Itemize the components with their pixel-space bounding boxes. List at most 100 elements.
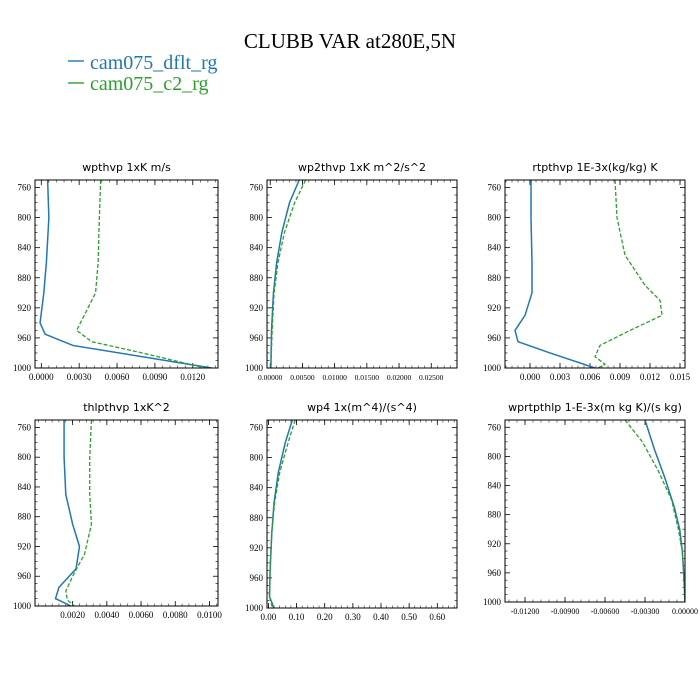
x-tick-label: 0.00500 bbox=[290, 373, 315, 382]
y-tick-label: 760 bbox=[18, 422, 32, 432]
x-tick-label: 0.006 bbox=[580, 372, 601, 382]
panel-6: wprtpthlp 1-E-3x(m kg K)/(s kg) 760 800 840… bbox=[483, 401, 698, 616]
y-tick-label: 1000 bbox=[483, 597, 502, 607]
x-tick-label: 0.00000 bbox=[672, 607, 698, 616]
x-tick-label: 0.0020 bbox=[60, 610, 85, 620]
x-tick-label: 0.0060 bbox=[105, 372, 130, 382]
series-line-c2 bbox=[624, 420, 685, 602]
series-line-dflt bbox=[54, 420, 81, 606]
x-tick-label: 0.50 bbox=[401, 612, 417, 622]
x-tick-label: 0.0000 bbox=[29, 372, 54, 382]
y-tick-label: 880 bbox=[488, 510, 502, 520]
figure-title: CLUBB VAR at280E,5N bbox=[244, 29, 456, 53]
x-tick-label: 0.20 bbox=[317, 612, 333, 622]
panel-5: wp4 1x(m^4)/(s^4)76080084088092096010000… bbox=[245, 401, 458, 622]
y-tick-label: 800 bbox=[488, 451, 502, 461]
plot-frame bbox=[34, 419, 219, 607]
y-tick-label: 1000 bbox=[245, 603, 264, 613]
x-tick-label: 0.00 bbox=[261, 612, 277, 622]
y-tick-label: 800 bbox=[250, 453, 264, 463]
y-tick-label: 880 bbox=[250, 513, 264, 523]
y-tick-label: 920 bbox=[250, 303, 264, 313]
x-tick-label: 0.0120 bbox=[180, 372, 205, 382]
y-tick-label: 1000 bbox=[483, 363, 502, 373]
legend-label-1: cam075_dflt_rg bbox=[90, 52, 217, 74]
panels: wpthvp 1xK m/s76080084088092096010000.00… bbox=[13, 161, 698, 622]
panel-2: wp2thvp 1xK m^2/s^2 760 800 840 880 920 960 100… bbox=[245, 161, 458, 382]
series-line-dflt bbox=[270, 180, 300, 368]
panel-1: wpthvp 1xK m/s76080084088092096010000.00… bbox=[13, 161, 219, 382]
legend-label-2: cam075_c2_rg bbox=[90, 73, 209, 95]
x-tick-label: 0.01000 bbox=[322, 373, 347, 382]
y-tick-label: 920 bbox=[488, 539, 502, 549]
y-tick-label: 880 bbox=[250, 273, 264, 283]
x-tick-label: 0.0030 bbox=[67, 372, 92, 382]
panel-title-4: thlpthvp 1xK^2 bbox=[83, 401, 170, 414]
x-tick-label: -0.00300 bbox=[631, 607, 660, 616]
panel-title-6: wprtpthlp 1-E-3x(m kg K)/(s kg) bbox=[508, 401, 682, 414]
y-tick-label: 840 bbox=[250, 243, 264, 253]
y-tick-label: 1000 bbox=[13, 601, 32, 611]
x-tick-label: 0.0100 bbox=[197, 610, 222, 620]
y-tick-label: 840 bbox=[18, 243, 32, 253]
x-tick-label: 0.30 bbox=[345, 612, 361, 622]
series-line-dflt bbox=[39, 180, 212, 368]
y-tick-label: 1000 bbox=[13, 363, 32, 373]
legend: cam075_dflt_rg cam075_c2_rg bbox=[68, 52, 217, 95]
y-tick-label: 800 bbox=[18, 452, 32, 462]
plot-frame bbox=[504, 419, 686, 603]
y-tick-label: 800 bbox=[488, 213, 502, 223]
y-tick-label: 960 bbox=[18, 333, 32, 343]
series-line-dflt bbox=[514, 180, 596, 368]
y-tick-label: 760 bbox=[18, 183, 32, 193]
panel-4: thlpthvp 1xK^2 760 800 840 880 920 960 1000 0.00… bbox=[13, 401, 222, 620]
y-tick-label: 960 bbox=[250, 573, 264, 583]
x-tick-label: 0.60 bbox=[429, 612, 445, 622]
legend-entry-1: cam075_dflt_rg bbox=[68, 52, 217, 74]
y-tick-label: 760 bbox=[250, 423, 264, 433]
plot-frame bbox=[266, 419, 458, 609]
y-tick-label: 920 bbox=[18, 541, 32, 551]
panel-title-1: wpthvp 1xK m/s bbox=[82, 161, 171, 174]
x-tick-label: 0.02500 bbox=[419, 373, 444, 382]
y-tick-label: 920 bbox=[488, 303, 502, 313]
plot-frame bbox=[266, 179, 458, 369]
x-tick-label: 0.009 bbox=[610, 372, 631, 382]
legend-entry-2: cam075_c2_rg bbox=[68, 73, 209, 95]
series-line-c2 bbox=[75, 180, 206, 368]
x-tick-label: 0.000 bbox=[520, 372, 541, 382]
y-tick-label: 800 bbox=[250, 213, 264, 223]
y-tick-label: 840 bbox=[250, 483, 264, 493]
panel-3: rtpthvp 1E-3x(kg/kg) K 760 800 840 880 920 960… bbox=[483, 161, 691, 382]
x-tick-label: -0.01200 bbox=[511, 607, 540, 616]
series-line-c2 bbox=[268, 420, 296, 608]
x-tick-label: 0.40 bbox=[373, 612, 389, 622]
panel-title-3: rtpthvp 1E-3x(kg/kg) K bbox=[532, 161, 658, 174]
plot-frame bbox=[504, 179, 686, 369]
y-tick-label: 960 bbox=[488, 333, 502, 343]
y-tick-label: 1000 bbox=[245, 363, 264, 373]
x-tick-label: 0.10 bbox=[289, 612, 305, 622]
x-tick-label: 0.0040 bbox=[94, 610, 119, 620]
panel-title-5: wp4 1x(m^4)/(s^4) bbox=[307, 401, 417, 414]
y-tick-label: 880 bbox=[18, 273, 32, 283]
x-tick-label: 0.00000 bbox=[258, 373, 283, 382]
x-tick-label: 0.012 bbox=[640, 372, 660, 382]
y-tick-label: 960 bbox=[18, 571, 32, 581]
y-tick-label: 920 bbox=[18, 303, 32, 313]
panel-title-2: wp2thvp 1xK m^2/s^2 bbox=[298, 161, 426, 174]
y-tick-label: 840 bbox=[488, 481, 502, 491]
y-tick-label: 760 bbox=[250, 183, 264, 193]
x-tick-label: 0.0060 bbox=[129, 610, 154, 620]
y-tick-label: 840 bbox=[18, 482, 32, 492]
plot-frame bbox=[34, 179, 219, 369]
x-tick-label: 0.02000 bbox=[387, 373, 412, 382]
x-tick-label: -0.00900 bbox=[551, 607, 580, 616]
series-line-c2 bbox=[270, 180, 307, 368]
y-tick-label: 760 bbox=[488, 422, 502, 432]
y-tick-label: 960 bbox=[488, 568, 502, 578]
x-tick-label: 0.0080 bbox=[163, 610, 188, 620]
x-tick-label: -0.00600 bbox=[591, 607, 620, 616]
